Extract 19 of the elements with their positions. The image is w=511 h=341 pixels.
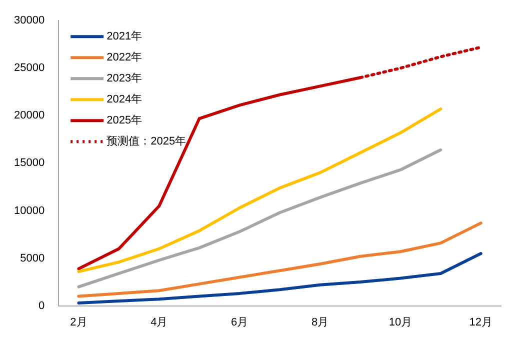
x-tick-label: 2月 (70, 316, 88, 328)
y-tick-label: 30000 (14, 14, 45, 27)
x-tick-label: 4月 (150, 316, 168, 328)
y-tick-label: 20000 (14, 110, 45, 122)
y-tick-label: 5000 (20, 252, 45, 264)
legend-label: 2021年 (106, 30, 142, 43)
y-tick-label: 10000 (14, 204, 45, 217)
y-tick-label: 25000 (14, 62, 45, 74)
x-tick-label: 8月 (311, 316, 329, 328)
x-tick-label: 12月 (469, 316, 493, 328)
y-tick-label: 15000 (14, 157, 45, 170)
legend-label: 2023年 (106, 72, 142, 85)
legend-label: 2024年 (106, 94, 142, 106)
y-tick-label: 0 (38, 300, 45, 312)
x-tick-label: 6月 (231, 316, 248, 328)
legend-label: 2022年 (106, 52, 142, 64)
legend-label: 预测值：2025年 (106, 136, 186, 148)
x-tick-label: 10月 (388, 316, 412, 328)
legend-label: 2025年 (106, 114, 142, 127)
